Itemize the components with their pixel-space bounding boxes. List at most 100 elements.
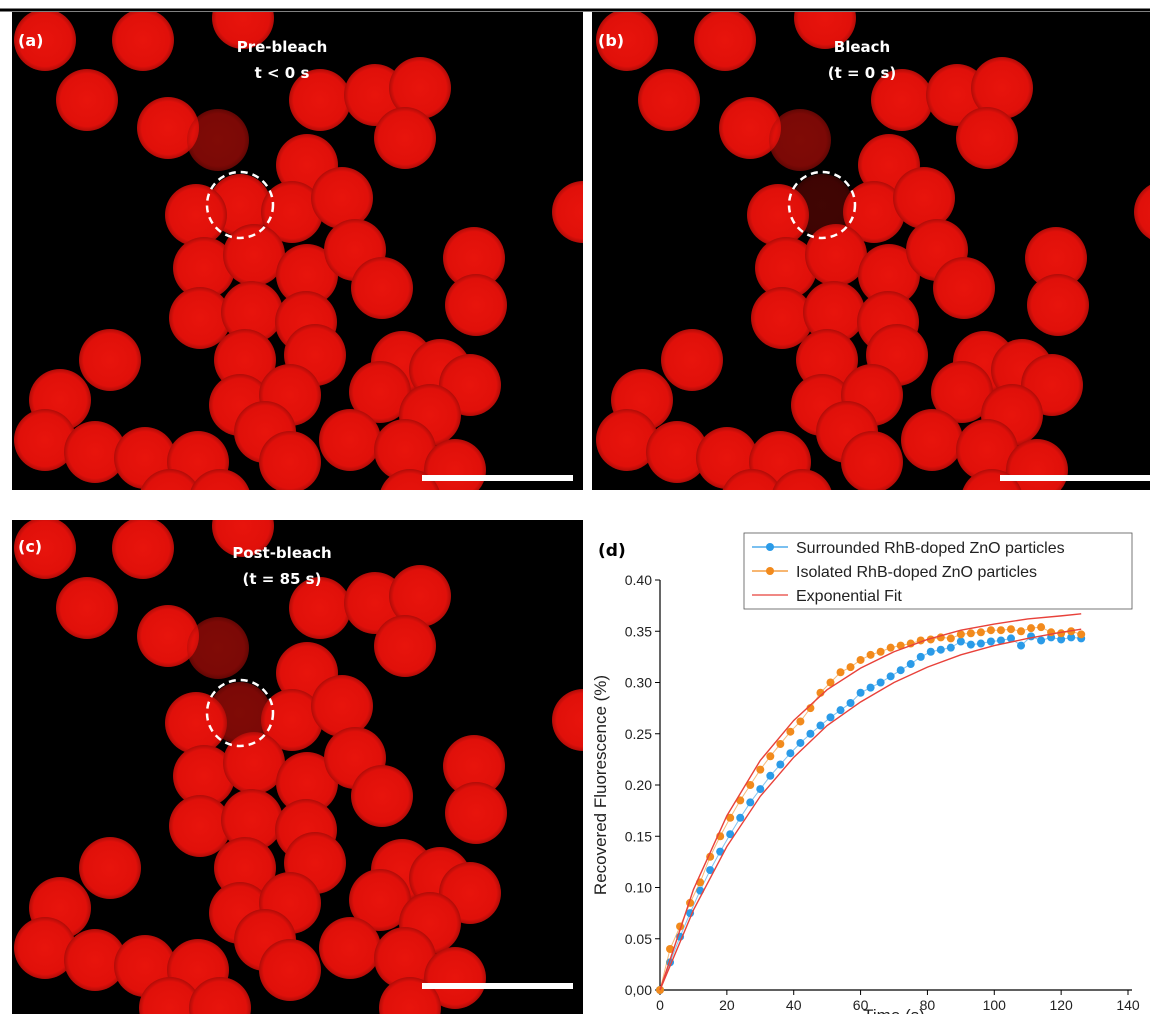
particle	[901, 409, 963, 471]
x-tick-label: 40	[786, 997, 802, 1013]
data-point	[1027, 632, 1036, 641]
particle	[187, 109, 249, 171]
particle	[445, 274, 507, 336]
x-tick-label: 100	[983, 997, 1007, 1013]
panel-subtitle: t < 0 s	[255, 64, 310, 82]
particle	[552, 689, 583, 751]
particle	[751, 287, 813, 349]
particle	[858, 244, 920, 306]
particle	[661, 329, 723, 391]
panel-label: (a)	[18, 31, 43, 50]
micrograph-a	[12, 12, 583, 490]
data-point	[1027, 624, 1036, 633]
particle	[112, 520, 174, 579]
particle	[552, 181, 583, 243]
particle	[796, 329, 858, 391]
particle	[1025, 227, 1087, 289]
data-point	[1037, 636, 1046, 645]
data-point	[826, 713, 835, 722]
data-point	[796, 717, 805, 726]
particle	[424, 947, 486, 1009]
data-point	[966, 640, 975, 649]
panel-title: Bleach	[834, 38, 890, 56]
scale-bar	[422, 475, 573, 481]
y-tick-label: 0.10	[625, 880, 652, 896]
particle	[259, 431, 321, 490]
y-tick-label: 0.05	[625, 931, 652, 947]
particle	[893, 167, 955, 229]
data-point	[926, 647, 935, 656]
data-point	[946, 643, 955, 652]
panel-label: (b)	[598, 31, 624, 50]
particle	[349, 361, 411, 423]
particle	[1134, 184, 1150, 240]
data-point	[796, 738, 805, 747]
data-point	[706, 866, 715, 875]
y-axis-label: Recovered Fluorescence (%)	[591, 675, 610, 895]
panel-label: (c)	[18, 537, 42, 556]
data-point	[726, 813, 735, 822]
data-point	[816, 721, 825, 730]
chart: 0,00 0.05 0.10 0.15 0.20 0.25 0.30 0.35 0.40 0 20 4…	[591, 532, 1140, 1014]
particle	[931, 361, 993, 423]
data-point	[1067, 633, 1076, 642]
x-tick-label: 120	[1049, 997, 1073, 1013]
panel-label: (d)	[598, 541, 626, 561]
particle	[289, 577, 351, 639]
data-point	[946, 634, 955, 643]
data-point	[766, 752, 775, 761]
data-point	[1037, 623, 1046, 632]
data-point	[746, 781, 755, 789]
data-point	[1017, 641, 1026, 650]
y-tick-label: 0.40	[625, 572, 652, 588]
bleach-roi	[205, 170, 275, 240]
particle	[933, 257, 995, 319]
particle	[841, 431, 903, 490]
particle	[311, 167, 373, 229]
particle	[112, 12, 174, 71]
particle	[259, 939, 321, 1001]
x-axis-label: Time (s)	[863, 1006, 925, 1014]
particle	[445, 782, 507, 844]
particle	[638, 69, 700, 131]
data-point	[996, 636, 1005, 645]
particle	[165, 184, 227, 246]
particle	[871, 69, 933, 131]
y-tick-label: 0.30	[625, 675, 652, 691]
data-point	[726, 830, 735, 839]
bleach-roi	[787, 170, 857, 240]
particle	[56, 577, 118, 639]
particle	[214, 837, 276, 899]
data-point	[1007, 634, 1015, 643]
data-point	[786, 727, 795, 736]
particle	[187, 617, 249, 679]
panel-subtitle: (t = 85 s)	[243, 570, 322, 588]
particle	[971, 57, 1033, 119]
particle	[424, 439, 486, 490]
particle	[173, 237, 235, 299]
particle	[319, 409, 381, 471]
y-tick-label: 0.35	[625, 623, 652, 639]
legend-label: Surrounded RhB-doped ZnO particles	[796, 540, 1065, 557]
particle	[805, 224, 867, 286]
data-point	[746, 798, 755, 807]
particle	[311, 675, 373, 737]
data-point	[896, 641, 905, 650]
particle	[794, 12, 856, 49]
particle	[137, 97, 199, 159]
particle	[79, 329, 141, 391]
particle	[443, 735, 505, 797]
y-tick-label: 0,00	[625, 982, 652, 998]
y-tick-label: 0.20	[625, 777, 652, 793]
data-point	[766, 771, 775, 780]
data-point	[836, 668, 845, 677]
data-point	[966, 629, 975, 638]
legend-label: Isolated RhB-doped ZnO particles	[796, 564, 1037, 581]
panel-title: Pre-bleach	[237, 38, 328, 56]
particle	[212, 12, 274, 49]
particle	[719, 97, 781, 159]
particle	[772, 469, 832, 490]
y-tick-label: 0.15	[625, 828, 652, 844]
particle	[596, 409, 658, 471]
data-point	[986, 637, 995, 646]
